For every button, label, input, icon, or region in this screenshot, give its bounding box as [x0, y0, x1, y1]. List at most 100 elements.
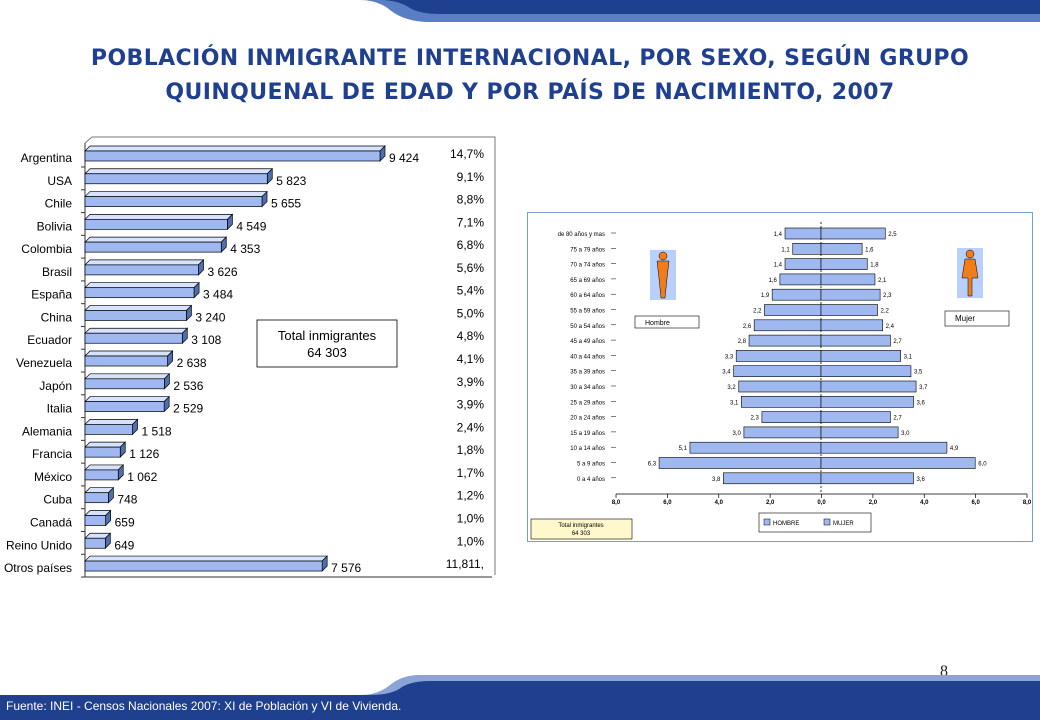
bar-top-face — [84, 441, 127, 448]
female-bar — [820, 350, 901, 362]
total-label: Total inmigrantes — [278, 328, 377, 343]
age-pyramid-chart: 8,0 6,0 4,0 2,0 0,0 2,0 4,0 6,0 8,0 de 80 años y … — [527, 212, 1033, 542]
male-bar — [735, 350, 822, 362]
value-label: 659 — [115, 515, 135, 529]
male-bar — [738, 380, 822, 393]
male-bar — [784, 227, 822, 240]
female-bar — [820, 304, 878, 316]
male-value-label: 3,2 — [727, 385, 736, 391]
bar — [84, 218, 228, 230]
category-label: Cuba — [43, 493, 72, 507]
age-group-label: 20 a 24 años — [570, 416, 605, 422]
value-label: 1 126 — [129, 447, 159, 461]
female-bar — [820, 365, 912, 377]
bar-top-face — [84, 350, 174, 357]
chart-frame — [84, 136, 496, 575]
age-group-label: 45 a 49 años — [570, 339, 605, 345]
category-label: Italia — [47, 402, 73, 416]
bar-top-face — [84, 236, 228, 243]
percent-label: 14,7% — [450, 147, 484, 161]
male-bar — [748, 334, 822, 347]
footer-band — [0, 675, 1040, 720]
x-tick-label: 8,0 — [612, 500, 621, 506]
bar — [84, 287, 195, 299]
source-note: Fuente: INEI - Censos Nacionales 2007: X… — [6, 699, 402, 713]
female-value-label: 3,5 — [914, 370, 923, 376]
bar-top-face — [84, 145, 386, 152]
category-label: USA — [47, 174, 72, 188]
bar — [84, 515, 106, 526]
percent-label: 1,7% — [457, 466, 485, 480]
legend-swatch — [763, 518, 771, 526]
age-group-label: 70 a 74 años — [570, 263, 605, 269]
male-value-label: 3,4 — [722, 370, 731, 376]
female-value-label: 4,9 — [950, 446, 959, 452]
page-number: 8 — [940, 663, 948, 680]
bar-top-face — [84, 259, 205, 266]
top-band — [0, 0, 1040, 22]
age-group-label: 75 a 79 años — [570, 247, 605, 253]
male-bar — [741, 396, 822, 408]
value-label: 4 353 — [230, 242, 260, 256]
percent-label: 4,8% — [457, 329, 485, 343]
value-label: 3 626 — [208, 265, 238, 279]
bar — [84, 446, 121, 458]
x-tick-label: 0,0 — [817, 500, 826, 506]
male-bar — [761, 411, 822, 423]
legend-label: MUJER — [833, 521, 854, 527]
age-group-label: 60 a 64 años — [570, 293, 605, 299]
percent-label: 2,4% — [457, 420, 485, 434]
value-label: 748 — [117, 493, 137, 507]
male-figure-head — [658, 251, 668, 261]
bar — [84, 196, 263, 207]
category-label: Francia — [32, 447, 72, 461]
value-label: 2 638 — [177, 356, 207, 370]
male-value-label: 3,1 — [730, 400, 739, 406]
bar-top-face — [84, 373, 171, 380]
percent-label: 1,0% — [457, 511, 485, 525]
male-value-label: 2,6 — [743, 324, 752, 330]
x-tick-label: 4,0 — [715, 500, 724, 506]
bar-top-face — [84, 213, 234, 220]
female-bar — [820, 380, 917, 393]
bar — [84, 173, 268, 185]
value-label: 1 062 — [127, 470, 157, 484]
male-bar — [733, 365, 822, 377]
value-label: 5 655 — [271, 197, 301, 211]
value-label: 3 484 — [203, 288, 233, 302]
category-label: Colombia — [21, 242, 72, 256]
category-label: Venezuela — [16, 356, 72, 370]
male-figure-body — [656, 260, 670, 299]
male-value-label: 2,8 — [738, 339, 747, 345]
male-bar — [779, 273, 822, 286]
female-label-box — [944, 310, 1010, 327]
legend-label: HOMBRE — [773, 521, 799, 527]
bar — [84, 150, 381, 162]
age-group-label: de 80 años y mas — [558, 232, 605, 238]
percent-label: 11,811, — [446, 557, 484, 571]
bar — [84, 424, 133, 435]
female-value-label: 2,7 — [893, 339, 902, 345]
male-bar — [743, 426, 822, 439]
age-group-label: 30 a 34 años — [570, 385, 605, 391]
female-bar — [820, 457, 976, 469]
male-bar — [689, 441, 822, 454]
female-value-label: 3,1 — [904, 354, 913, 360]
female-bar — [820, 319, 883, 332]
male-value-label: 3,0 — [733, 431, 742, 437]
female-value-label: 1,6 — [865, 247, 874, 253]
male-bar — [792, 242, 822, 255]
total-value: 64 303 — [307, 345, 347, 360]
page-title: POBLACIÓN INMIGRANTE INTERNACIONAL, POR … — [30, 42, 1030, 110]
percent-label: 5,0% — [457, 306, 485, 320]
male-value-label: 3,3 — [725, 354, 734, 360]
value-label: 2 529 — [173, 402, 203, 416]
x-tick-label: 6,0 — [663, 500, 672, 506]
male-value-label: 5,1 — [679, 446, 688, 452]
category-label: China — [41, 310, 73, 324]
female-value-label: 1,8 — [870, 263, 879, 269]
bar — [84, 241, 222, 253]
female-label: Mujer — [955, 314, 975, 323]
percent-label: 1,8% — [457, 443, 485, 457]
male-value-label: 1,6 — [769, 278, 778, 284]
